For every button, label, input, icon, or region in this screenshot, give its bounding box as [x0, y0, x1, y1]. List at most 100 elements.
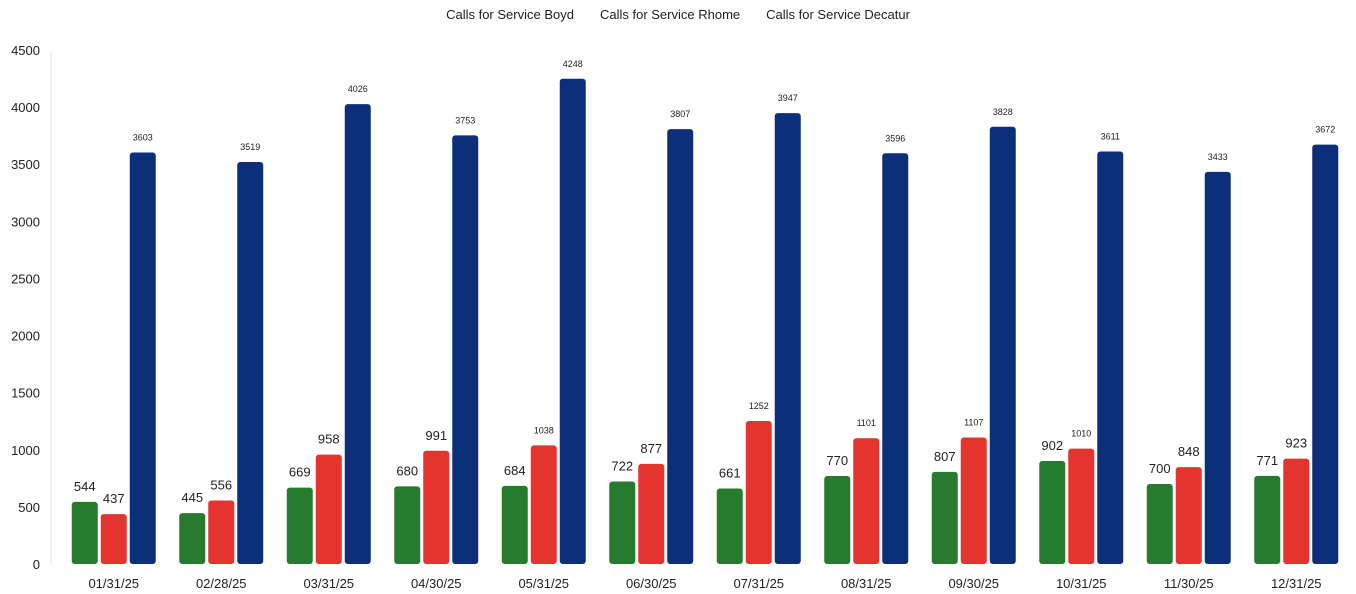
data-label: 556: [210, 477, 232, 492]
bar-calls-for-service-boyd[interactable]: [1254, 475, 1281, 564]
bar-calls-for-service-decatur[interactable]: [1204, 171, 1231, 564]
bar-calls-for-service-boyd[interactable]: [931, 471, 958, 564]
data-label: 923: [1285, 436, 1307, 451]
data-labels: 544 437 3603 445 556 3519 669 958 4026 680 991 3753…: [74, 59, 1335, 506]
bar-calls-for-service-boyd[interactable]: [1146, 484, 1173, 564]
x-axis-labels: 01/31/25 02/28/25 03/31/25 04/30/25 05/31/25…: [88, 576, 1321, 591]
data-label: 1010: [1071, 429, 1091, 439]
bar-calls-for-service-decatur[interactable]: [237, 162, 264, 564]
bar-calls-for-service-decatur[interactable]: [1097, 151, 1124, 564]
x-tick-label: 03/31/25: [303, 576, 354, 591]
x-tick-label: 07/31/25: [733, 576, 784, 591]
bar-calls-for-service-rhome[interactable]: [745, 420, 772, 564]
data-label: 544: [74, 479, 96, 494]
legend-label-rhome: Calls for Service Rhome: [599, 7, 741, 22]
data-label: 700: [1149, 461, 1171, 476]
y-tick-label: 2000: [11, 329, 40, 344]
data-label: 661: [719, 465, 741, 480]
bar-calls-for-service-decatur[interactable]: [989, 126, 1016, 565]
data-label: 770: [826, 453, 848, 468]
data-label: 445: [181, 490, 203, 505]
data-label: 1101: [857, 418, 876, 428]
x-tick-label: 11/30/25: [1164, 576, 1214, 591]
y-tick-label: 500: [18, 500, 40, 515]
y-tick-label: 3000: [11, 214, 40, 229]
bars: [71, 78, 1339, 565]
bar-calls-for-service-rhome[interactable]: [960, 437, 987, 564]
data-label: 958: [318, 432, 340, 447]
data-label: 902: [1041, 438, 1063, 453]
data-label: 4248: [563, 59, 583, 69]
bar-calls-for-service-boyd[interactable]: [501, 485, 528, 564]
bar-calls-for-service-rhome[interactable]: [1283, 458, 1310, 564]
bar-calls-for-service-boyd[interactable]: [824, 476, 851, 564]
y-tick-label: 0: [33, 557, 40, 572]
legend: Calls for Service Boyd Calls for Service…: [0, 7, 1356, 22]
bar-calls-for-service-rhome[interactable]: [315, 454, 342, 564]
bar-calls-for-service-rhome[interactable]: [100, 514, 127, 564]
data-label: 3519: [240, 142, 260, 152]
legend-item-rhome[interactable]: Calls for Service Rhome: [600, 7, 740, 22]
bar-calls-for-service-rhome[interactable]: [1068, 448, 1095, 564]
bar-calls-for-service-rhome[interactable]: [1175, 467, 1202, 564]
data-label: 3753: [455, 115, 475, 125]
bar-calls-for-service-rhome[interactable]: [638, 463, 665, 564]
data-label: 1252: [749, 401, 769, 411]
legend-item-boyd[interactable]: Calls for Service Boyd: [446, 7, 574, 22]
bar-calls-for-service-decatur[interactable]: [667, 129, 694, 564]
x-tick-label: 05/31/25: [518, 576, 569, 591]
x-tick-label: 08/31/25: [841, 576, 892, 591]
bar-calls-for-service-decatur[interactable]: [559, 78, 586, 564]
bar-calls-for-service-decatur[interactable]: [882, 153, 909, 564]
x-tick-label: 02/28/25: [196, 576, 247, 591]
legend-label-decatur: Calls for Service Decatur: [766, 7, 910, 22]
data-label: 722: [611, 459, 633, 474]
bar-calls-for-service-boyd[interactable]: [1039, 460, 1066, 564]
data-label: 3596: [885, 133, 905, 143]
data-label: 680: [396, 463, 418, 478]
data-label: 1038: [534, 425, 554, 435]
bar-calls-for-service-rhome[interactable]: [530, 445, 557, 564]
bar-calls-for-service-decatur[interactable]: [344, 104, 371, 565]
y-tick-label: 4000: [11, 100, 40, 115]
data-label: 1107: [964, 418, 983, 428]
bar-calls-for-service-decatur[interactable]: [452, 135, 479, 564]
legend-item-decatur[interactable]: Calls for Service Decatur: [766, 7, 910, 22]
bar-calls-for-service-boyd[interactable]: [609, 481, 636, 564]
x-tick-label: 04/30/25: [411, 576, 462, 591]
x-tick-label: 09/30/25: [948, 576, 999, 591]
bar-calls-for-service-rhome[interactable]: [208, 500, 235, 564]
x-tick-label: 06/30/25: [626, 576, 677, 591]
data-label: 771: [1256, 453, 1278, 468]
bar-calls-for-service-boyd[interactable]: [394, 486, 421, 564]
y-axis-ticks: 0 500 1000 1500 2000 2500 3000 3500 4000 4500: [11, 43, 40, 572]
data-label: 991: [425, 428, 447, 443]
bar-calls-for-service-rhome[interactable]: [423, 450, 450, 564]
x-tick-label: 01/31/25: [88, 576, 139, 591]
y-tick-label: 2500: [11, 271, 40, 286]
y-tick-label: 4500: [11, 43, 40, 58]
y-tick-label: 1000: [11, 443, 40, 458]
data-label: 3611: [1101, 132, 1120, 142]
data-label: 4026: [348, 84, 368, 94]
data-label: 3672: [1315, 125, 1335, 135]
data-label: 877: [640, 441, 662, 456]
bar-calls-for-service-decatur[interactable]: [1312, 144, 1339, 565]
bar-calls-for-service-boyd[interactable]: [179, 513, 206, 564]
bar-calls-for-service-boyd[interactable]: [286, 487, 313, 564]
data-label: 669: [289, 465, 311, 480]
x-tick-label: 12/31/25: [1271, 576, 1322, 591]
bar-calls-for-service-decatur[interactable]: [129, 152, 156, 564]
bar-calls-for-service-rhome[interactable]: [853, 438, 880, 564]
data-label: 437: [103, 491, 125, 506]
legend-label-boyd: Calls for Service Boyd: [446, 7, 574, 22]
y-tick-label: 1500: [11, 386, 40, 401]
data-label: 3828: [993, 107, 1013, 117]
data-label: 3433: [1208, 152, 1228, 162]
bar-calls-for-service-decatur[interactable]: [774, 113, 801, 564]
bar-calls-for-service-boyd[interactable]: [71, 501, 98, 564]
x-tick-label: 10/31/25: [1056, 576, 1107, 591]
data-label: 3947: [778, 93, 798, 103]
data-label: 848: [1178, 444, 1200, 459]
bar-calls-for-service-boyd[interactable]: [716, 488, 743, 564]
